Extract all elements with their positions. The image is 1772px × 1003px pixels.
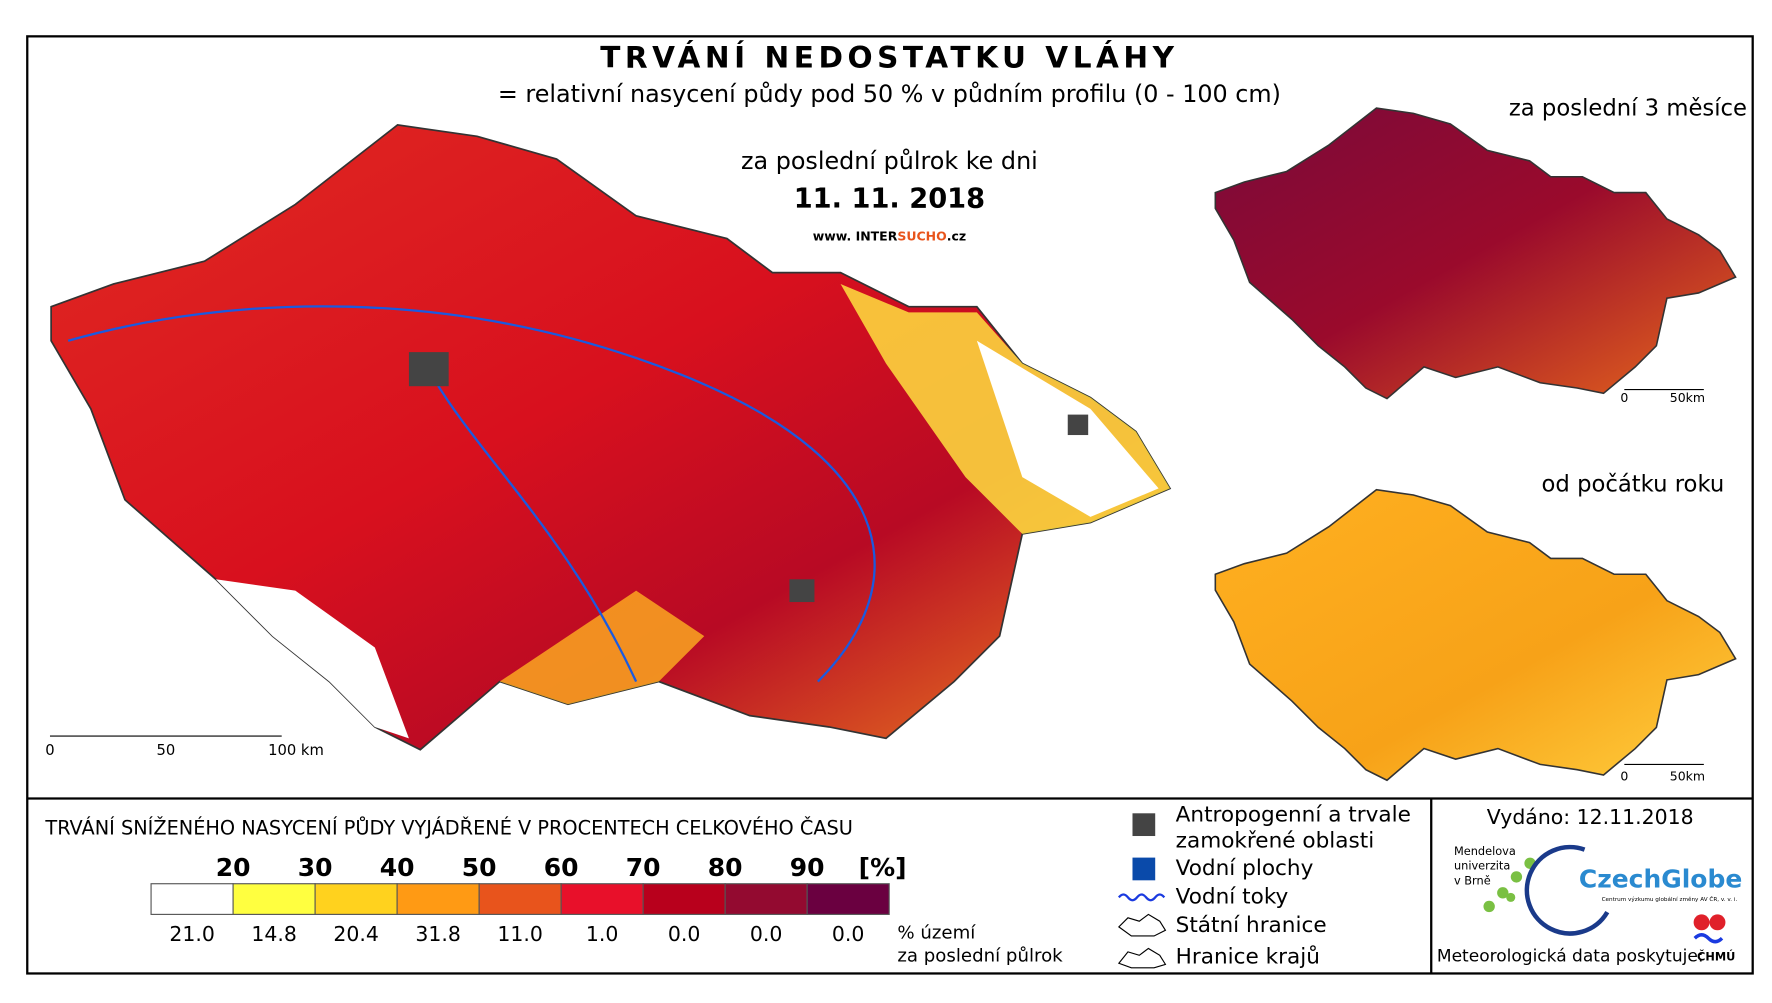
- legend-swatch: [150, 883, 234, 915]
- legend-threshold: 80: [708, 853, 743, 882]
- legend-threshold: 30: [298, 853, 333, 882]
- symbol-label: Vodní toky: [1176, 884, 1289, 909]
- symbol-label: Státní hranice: [1176, 913, 1327, 938]
- chmu-logo: [1693, 914, 1726, 944]
- web: www. INTERSUCHO.cz: [813, 228, 966, 243]
- legend-share: 31.8: [415, 922, 461, 946]
- legend-threshold: 40: [380, 853, 415, 882]
- legend-swatch: [560, 883, 644, 915]
- scale-label: 50km: [1670, 768, 1705, 783]
- symbol-river: [1117, 893, 1166, 902]
- czechglobe: CzechGlobe: [1579, 864, 1742, 893]
- web-part: SUCHO: [897, 228, 946, 243]
- date: 11. 11. 2018: [794, 183, 985, 214]
- czechglobe-sub: Centrum výzkumu globální změny AV ČR, v.…: [1602, 896, 1738, 903]
- legend-swatch: [806, 883, 890, 915]
- mendel: Mendelova: [1454, 844, 1516, 858]
- web-part: www. INTER: [813, 228, 898, 243]
- legend-swatch: [232, 883, 316, 915]
- scale-label: 50km: [1670, 390, 1705, 405]
- shares-label: % území: [897, 923, 976, 944]
- shares-label: za poslední půlrok: [897, 945, 1063, 966]
- scale-label: 0: [1620, 768, 1628, 783]
- symbol-label: Hranice krajů: [1176, 945, 1320, 970]
- scale-label: 100 km: [268, 742, 324, 759]
- legend-heading: TRVÁNÍ SNÍŽENÉHO NASYCENÍ PŮDY VYJÁDŘENÉ…: [44, 816, 853, 840]
- czechglobe-logo: [1524, 844, 1610, 936]
- symbol-border: [1117, 913, 1167, 937]
- scale-label: 0: [45, 742, 54, 759]
- main-map: [49, 124, 1171, 751]
- legend-classes: 21.0 14.8 20.4 31.8 11.0 1.0 0.0 0.0 0.0 20 30 40 50…: [150, 853, 890, 946]
- inset-title: od počátku roku: [1542, 472, 1725, 498]
- legend-threshold: 70: [626, 853, 661, 882]
- legend-share: 21.0: [169, 922, 215, 946]
- meteo: Meteorologická data poskytuje:: [1437, 946, 1704, 966]
- legend-share: 0.0: [832, 922, 865, 946]
- legend-threshold: 90: [790, 853, 825, 882]
- symbol-water: [1132, 857, 1156, 881]
- legend-share: 11.0: [497, 922, 543, 946]
- period: za poslední půlrok ke dni: [741, 147, 1038, 175]
- legend-share: 14.8: [251, 922, 297, 946]
- legend-threshold: 50: [462, 853, 497, 882]
- legend-share: 1.0: [586, 922, 619, 946]
- subtitle: = relativní nasycení půdy pod 50 % v půd…: [498, 80, 1281, 108]
- mendel: v Brně: [1454, 873, 1491, 887]
- symbol-urban: [1132, 813, 1156, 837]
- legend-share: 20.4: [333, 922, 379, 946]
- legend-unit: [%]: [859, 853, 907, 882]
- symbol-label: Vodní plochy: [1176, 856, 1314, 881]
- scale-label: 0: [1620, 390, 1628, 405]
- scale-label: 50: [156, 742, 175, 759]
- legend-share: 0.0: [750, 922, 783, 946]
- legend-share: 0.0: [668, 922, 701, 946]
- inset-title: za poslední 3 měsíce: [1509, 96, 1747, 122]
- legend-swatch: [642, 883, 726, 915]
- chmu: ČHMÚ: [1697, 950, 1735, 964]
- legend-swatch: [724, 883, 808, 915]
- legend-swatch: [396, 883, 480, 915]
- legend-threshold: 20: [216, 853, 251, 882]
- legend-threshold: 60: [544, 853, 579, 882]
- title: TRVÁNÍ NEDOSTATKU VLÁHY: [600, 40, 1178, 75]
- legend-swatch: [478, 883, 562, 915]
- symbol-label: zamokřené oblasti: [1176, 829, 1375, 854]
- symbol-region: [1117, 947, 1167, 969]
- mendel: univerzita: [1454, 859, 1510, 873]
- web-part: .cz: [947, 228, 966, 243]
- symbol-label: Antropogenní a trvale: [1176, 803, 1411, 828]
- issued: Vydáno: 12.11.2018: [1487, 805, 1694, 829]
- legend-swatch: [314, 883, 398, 915]
